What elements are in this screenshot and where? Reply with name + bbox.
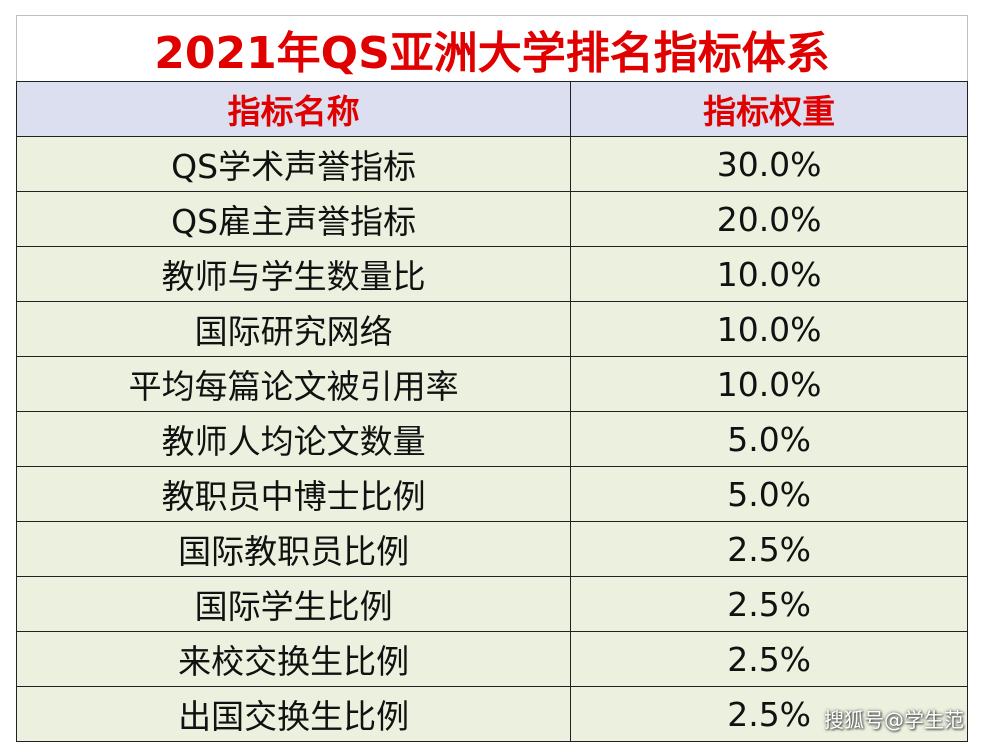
header-cell: 指标名称: [16, 82, 570, 136]
table-cell: 出国交换生比例: [16, 687, 570, 741]
table-cell: 5.0%: [570, 412, 968, 466]
table-row: 国际研究网络 10.0%: [16, 301, 968, 356]
table-cell: 国际教职员比例: [16, 522, 570, 576]
table-cell: 5.0%: [570, 467, 968, 521]
table-cell: 2.5%: [570, 577, 968, 631]
table-cell: 来校交换生比例: [16, 632, 570, 686]
header-row: 指标名称 指标权重: [16, 81, 968, 136]
table-row: 教师与学生数量比 10.0%: [16, 246, 968, 301]
header-cell: 指标权重: [570, 82, 968, 136]
table-cell: 2.5%: [570, 687, 968, 741]
table-cell: 教师与学生数量比: [16, 247, 570, 301]
table-row: QS雇主声誉指标 20.0%: [16, 191, 968, 246]
table-cell: QS学术声誉指标: [16, 137, 570, 191]
table-row: 国际学生比例 2.5%: [16, 576, 968, 631]
table-cell: 平均每篇论文被引用率: [16, 357, 570, 411]
table-cell: 教师人均论文数量: [16, 412, 570, 466]
table-title: 2021年QS亚洲大学排名指标体系: [16, 15, 968, 81]
table-row: 来校交换生比例 2.5%: [16, 631, 968, 686]
table-cell: 10.0%: [570, 302, 968, 356]
watermark: 搜狐号@学生范: [824, 708, 964, 732]
table-cell: 国际学生比例: [16, 577, 570, 631]
table-cell: QS雇主声誉指标: [16, 192, 570, 246]
table-cell: 20.0%: [570, 192, 968, 246]
sheet: 2021年QS亚洲大学排名指标体系 指标名称 指标权重 QS学术声誉指标 30.0% Q…: [16, 15, 968, 742]
table-row: 国际教职员比例 2.5%: [16, 521, 968, 576]
table-cell: 30.0%: [570, 137, 968, 191]
table-cell: 教职员中博士比例: [16, 467, 570, 521]
table-row: 平均每篇论文被引用率 10.0%: [16, 356, 968, 411]
table-cell: 10.0%: [570, 357, 968, 411]
table-row: QS学术声誉指标 30.0%: [16, 136, 968, 191]
table-row: 教师人均论文数量 5.0%: [16, 411, 968, 466]
table-row: 出国交换生比例 2.5%: [16, 686, 968, 742]
table-row: 教职员中博士比例 5.0%: [16, 466, 968, 521]
table-cell: 2.5%: [570, 522, 968, 576]
table-cell: 2.5%: [570, 632, 968, 686]
table-cell: 10.0%: [570, 247, 968, 301]
table-cell: 国际研究网络: [16, 302, 570, 356]
